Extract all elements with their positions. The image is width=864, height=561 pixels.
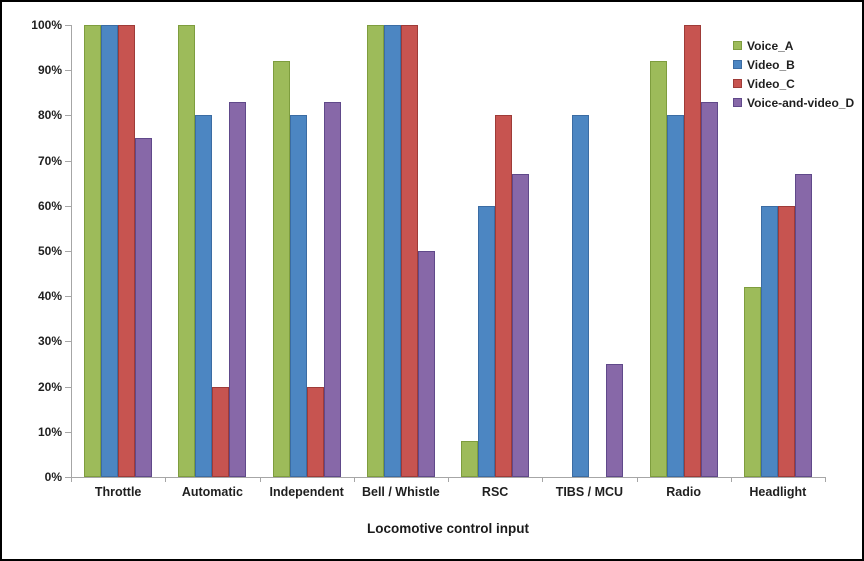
legend: Voice_A Video_B Video_C Voice-and-video_D [733, 36, 854, 112]
plot-area [71, 25, 825, 477]
y-axis-tick-label: 0% [44, 470, 62, 484]
bar-voice-and-video-d-headlight [794, 174, 812, 477]
y-axis-tick-label: 40% [37, 289, 62, 304]
bar-voice-and-video-d-automatic [229, 101, 247, 477]
bar-voice-and-video-d-radio [700, 101, 718, 477]
y-tick-mark [65, 25, 71, 26]
y-tick-mark [65, 251, 71, 252]
y-axis-tick-label: 10% [37, 424, 62, 439]
bar-video-b-rsc [478, 205, 496, 477]
category-label: TIBS / MCU [555, 485, 624, 499]
y-axis-tick-label: 90% [37, 63, 62, 78]
legend-label: Video_C [747, 76, 795, 91]
bar-video-b-headlight [760, 205, 778, 477]
category-label: Independent [269, 485, 344, 499]
bar-voice-and-video-d-independent [323, 101, 341, 477]
legend-label: Voice_A [747, 38, 794, 53]
y-axis-tick-label: 60% [37, 198, 62, 213]
legend-item: Voice_A [733, 36, 854, 55]
x-tick-mark [636, 477, 638, 482]
bar-video-c-headlight [777, 205, 795, 477]
y-axis-tick-label: 30% [37, 334, 62, 349]
y-axis-tick-label: 100% [31, 18, 62, 32]
y-axis-tick-label: 80% [37, 108, 62, 123]
bar-video-c-independent [306, 386, 324, 477]
legend-label: Voice-and-video_D [747, 95, 855, 110]
legend-item: Video_B [733, 55, 854, 74]
x-tick-mark [542, 477, 544, 482]
bar-voice-and-video-d-throttle [135, 138, 153, 477]
bar-voice-a-automatic [178, 25, 196, 477]
y-tick-mark [65, 431, 71, 433]
x-tick-mark [71, 477, 72, 482]
bar-video-c-bell-whistle [400, 25, 418, 477]
x-axis-title: Locomotive control input [367, 521, 529, 536]
bar-voice-and-video-d-rsc [512, 174, 530, 477]
y-tick-mark [65, 341, 71, 343]
bar-voice-a-bell-whistle [366, 25, 384, 477]
category-label: Automatic [181, 485, 243, 499]
bar-video-b-automatic [195, 115, 213, 477]
y-axis-line [71, 25, 72, 478]
category-label: RSC [481, 485, 509, 499]
legend-label: Video_B [747, 57, 795, 72]
y-axis-tick-label: 70% [37, 153, 62, 168]
bar-video-b-independent [289, 115, 307, 477]
bar-video-c-radio [683, 25, 701, 477]
category-label: Radio [666, 485, 701, 499]
y-axis-tick-label: 50% [37, 244, 62, 258]
legend-item: Video_C [733, 74, 854, 93]
y-tick-mark [65, 160, 71, 162]
bar-video-b-tibs-mcu [572, 115, 590, 477]
legend-swatch-icon [733, 41, 742, 50]
bar-video-b-radio [666, 115, 684, 477]
category-label: Throttle [94, 485, 142, 499]
y-tick-mark [65, 70, 71, 72]
bar-video-c-automatic [212, 386, 230, 477]
legend-item: Voice-and-video_D [733, 93, 854, 112]
bar-voice-and-video-d-tibs-mcu [606, 364, 624, 477]
y-tick-mark [65, 386, 71, 388]
legend-swatch-icon [733, 79, 742, 88]
x-tick-mark [165, 477, 167, 482]
bar-voice-a-independent [272, 61, 290, 477]
legend-swatch-icon [733, 98, 742, 107]
category-label: Bell / Whistle [361, 485, 440, 499]
bar-video-b-bell-whistle [383, 25, 401, 477]
bar-video-c-throttle [118, 25, 136, 477]
bar-voice-a-radio [649, 61, 667, 477]
y-tick-mark [65, 296, 71, 298]
y-axis-tick-label: 20% [37, 379, 62, 394]
y-tick-mark [65, 477, 71, 478]
x-tick-mark [259, 477, 261, 482]
category-label: Headlight [749, 485, 807, 499]
bar-voice-and-video-d-bell-whistle [417, 251, 435, 477]
x-tick-mark [730, 477, 732, 482]
bar-voice-a-headlight [743, 287, 761, 477]
bar-video-c-rsc [495, 115, 513, 477]
bar-voice-a-throttle [84, 25, 102, 477]
x-tick-mark [448, 477, 449, 482]
bar-voice-a-rsc [461, 440, 479, 477]
legend-swatch-icon [733, 60, 742, 69]
y-tick-mark [65, 205, 71, 207]
x-tick-mark [353, 477, 355, 482]
x-tick-mark [825, 477, 826, 482]
y-tick-mark [65, 115, 71, 117]
bar-video-b-throttle [101, 25, 119, 477]
